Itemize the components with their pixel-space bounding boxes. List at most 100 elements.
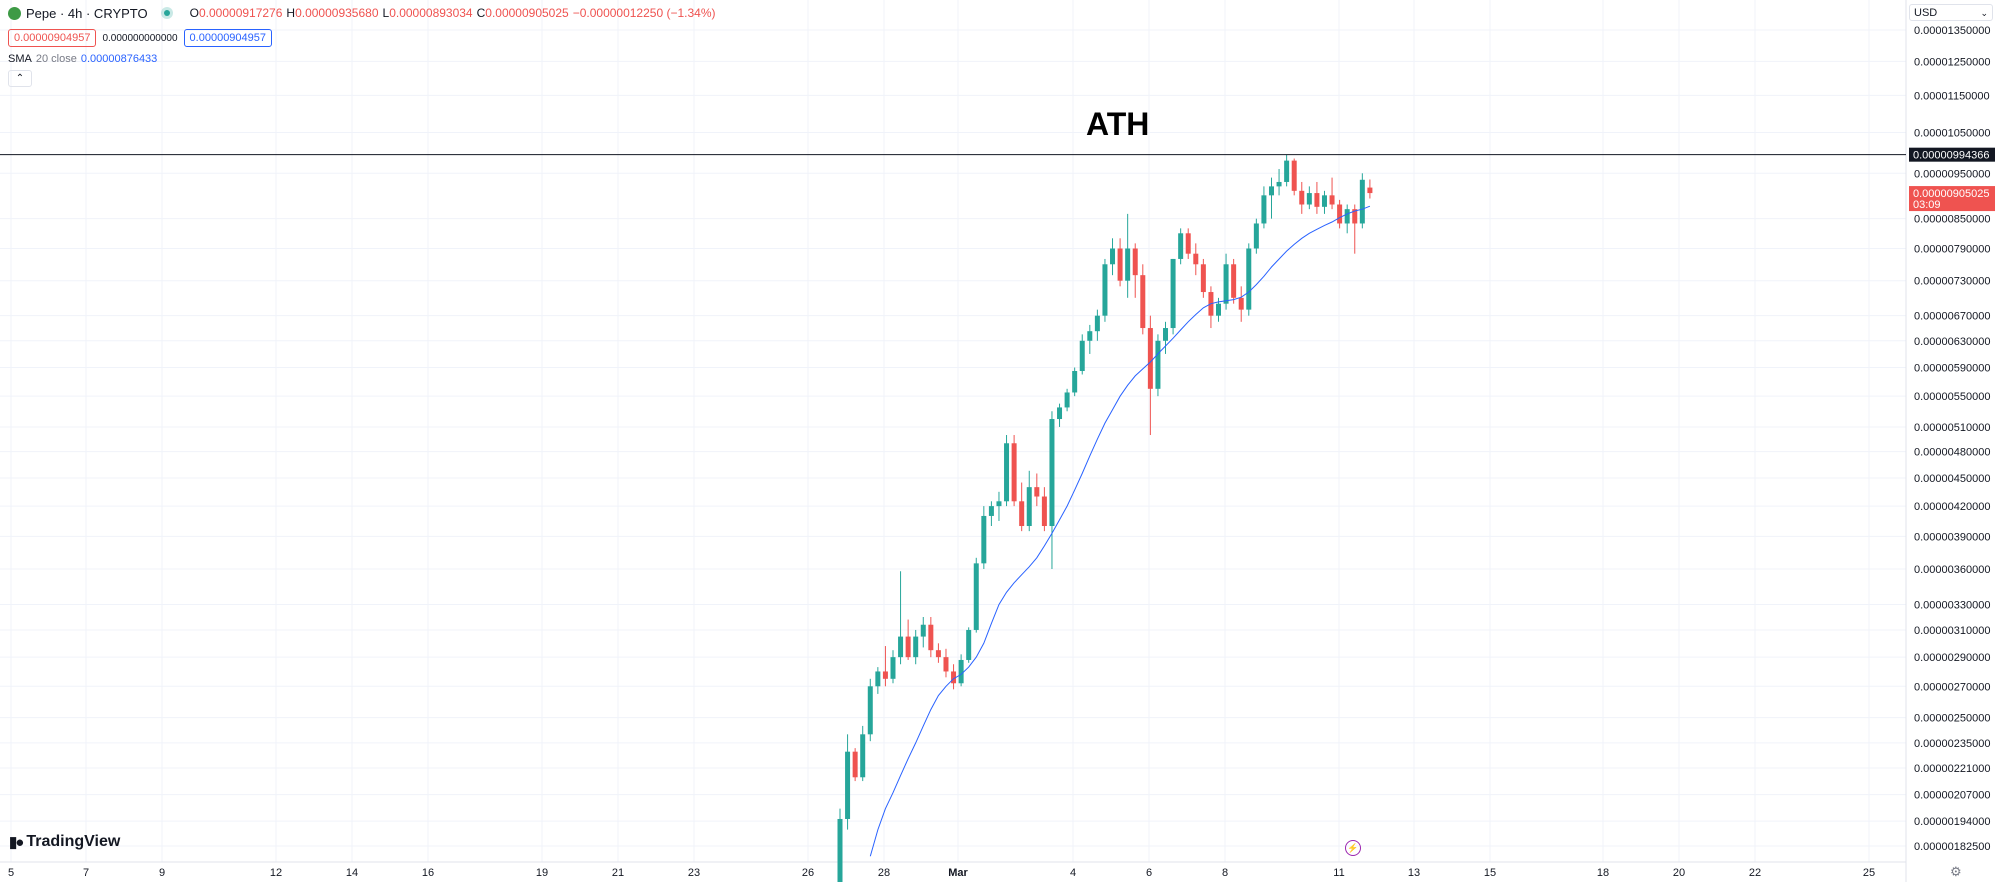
y-tick-label: 0.00000670000 (1914, 311, 1990, 323)
y-tick-label: 0.00000630000 (1914, 336, 1990, 348)
candle-body (958, 659, 964, 684)
settings-icon[interactable]: ⚙ (1950, 864, 1962, 879)
y-tick-label: 0.00000510000 (1914, 422, 1990, 434)
low-key: L (382, 6, 390, 20)
candle-body (1321, 195, 1327, 207)
sma-line (869, 205, 1371, 857)
y-tick-label: 0.00000950000 (1914, 168, 1990, 180)
x-tick-label: 5 (8, 867, 14, 879)
x-tick-label: 4 (1070, 867, 1076, 879)
y-tick-label: 0.00001050000 (1914, 127, 1990, 139)
x-tick-label: 6 (1146, 867, 1152, 879)
candle-body (1268, 186, 1274, 196)
candle-body (920, 624, 926, 637)
y-tick-label: 0.00000235000 (1914, 738, 1990, 750)
x-tick-label: 22 (1749, 867, 1761, 879)
candle-body (973, 563, 979, 630)
candle-body (1246, 248, 1252, 310)
x-tick-label: 8 (1222, 867, 1228, 879)
candle-body (1132, 248, 1138, 276)
ath-price-label-bg (1909, 147, 1995, 162)
tradingview-text: TradingView (26, 833, 121, 850)
y-tick-label: 0.00000480000 (1914, 447, 1990, 459)
candle-body (1140, 275, 1146, 329)
y-tick-label: 0.00001150000 (1914, 90, 1990, 102)
candle-body (860, 734, 866, 778)
candle-body (1299, 190, 1305, 205)
pepe-logo-icon (8, 6, 21, 20)
candle-body (1337, 204, 1343, 224)
y-tick-label: 0.00000390000 (1914, 531, 1990, 543)
candle-body (1291, 160, 1297, 191)
y-tick-label: 0.00000182500 (1914, 841, 1990, 853)
candle-body (898, 636, 904, 658)
tradingview-logo[interactable]: ▮● TradingView (9, 833, 120, 851)
candle-body (1306, 193, 1312, 205)
last-price-label-bg (1909, 186, 1995, 212)
x-tick-label: 7 (83, 867, 89, 879)
candle-body (1102, 264, 1108, 316)
lightning-icon[interactable]: ⚡ (1345, 840, 1361, 856)
candle-body (1223, 264, 1229, 304)
candle-body (1034, 487, 1040, 497)
candle-body (913, 636, 919, 658)
x-tick-label: 23 (688, 867, 700, 879)
low-value: 0.00000893034 (389, 6, 473, 20)
x-tick-label: 15 (1484, 867, 1496, 879)
last-price-label: 0.00000905025 (1913, 188, 1989, 200)
candle-body (1178, 233, 1184, 259)
candle-body (1087, 331, 1093, 341)
candle-body (852, 751, 858, 778)
sma-params: 20 close (35, 53, 77, 65)
candle-body (943, 657, 949, 672)
open-value: 0.00000917276 (198, 6, 283, 20)
candle-body (1284, 160, 1290, 182)
collapse-legend-button[interactable]: ⌃ (8, 70, 32, 87)
candle-body (928, 624, 934, 651)
y-tick-label: 0.00000590000 (1914, 363, 1990, 375)
y-tick-label: 0.00000194000 (1914, 816, 1990, 828)
candle-body (1352, 209, 1358, 224)
candle-body (1011, 443, 1017, 502)
y-tick-label: 0.00000850000 (1914, 214, 1990, 226)
x-tick-label: 16 (422, 867, 434, 879)
close-value: 0.00000905025 (485, 6, 569, 20)
candle-body (1329, 195, 1335, 205)
candle-body (882, 671, 888, 679)
x-tick-label: 26 (802, 867, 814, 879)
sell-button[interactable]: 0.00000904957 (8, 29, 97, 47)
sma-name: SMA (8, 53, 32, 65)
y-tick-label: 0.00000330000 (1914, 599, 1990, 611)
candle-body (1261, 195, 1267, 224)
chevron-up-icon: ⌃ (15, 73, 25, 84)
candle-body (951, 671, 957, 684)
y-tick-label: 0.00000730000 (1914, 276, 1990, 288)
tradingview-mark-icon: ▮● (9, 834, 24, 851)
y-tick-label: 0.00000250000 (1914, 713, 1990, 725)
candle-body (1170, 258, 1176, 329)
x-tick-label: 11 (1333, 867, 1344, 879)
x-tick-label: 18 (1597, 867, 1609, 879)
x-tick-label: 19 (536, 867, 548, 879)
candle-body (1064, 392, 1070, 408)
candle-body (996, 501, 1002, 507)
y-tick-label: 0.00000221000 (1914, 763, 1990, 775)
y-tick-label: 0.00001250000 (1914, 56, 1990, 68)
x-tick-label: 25 (1863, 867, 1875, 879)
y-tick-label: 0.00000310000 (1914, 625, 1990, 637)
candle-body (1041, 496, 1047, 527)
candle-body (837, 818, 843, 882)
candle-body (1200, 264, 1206, 293)
bar-countdown-label: 03:09 (1913, 199, 1941, 211)
ath-annotation[interactable]: ATH (1086, 106, 1150, 142)
symbol-title[interactable]: Pepe · 4h · CRYPTO (26, 5, 148, 21)
candle-body (1110, 248, 1116, 265)
x-tick-label: 21 (612, 867, 624, 879)
candle-body (905, 636, 911, 658)
buy-button[interactable]: 0.00000904957 (183, 29, 273, 47)
candle-body (1193, 253, 1199, 265)
sma-legend[interactable]: SMA 20 close 0.00000876433 (8, 53, 716, 65)
currency-selector[interactable]: USD ⌄ (1909, 4, 1993, 21)
sma-value: 0.00000876433 (80, 53, 158, 65)
